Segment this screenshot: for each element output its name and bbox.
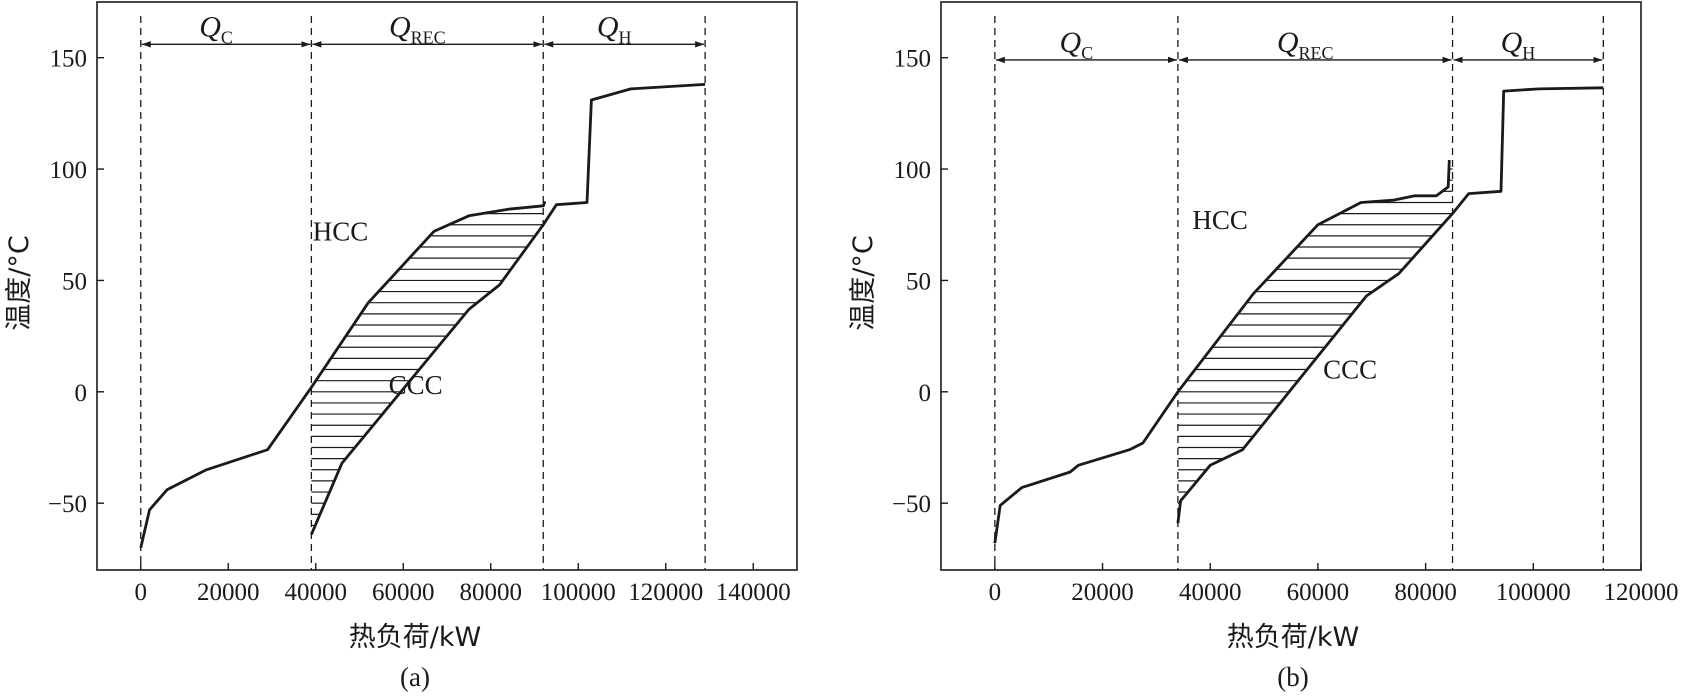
x-tick-label: 0 — [989, 579, 1002, 606]
y-tick-label: 50 — [906, 268, 931, 295]
x-tick-label: 80000 — [460, 579, 523, 606]
y-tick-label: 0 — [75, 380, 88, 407]
x-tick-label: 40000 — [285, 579, 348, 606]
y-tick-label: 100 — [894, 157, 932, 184]
region-label-sub: C — [1081, 43, 1093, 63]
x-tick-label: 20000 — [1071, 579, 1134, 606]
series-line-hcc — [993, 160, 1451, 544]
x-tick-label: 40000 — [1179, 579, 1242, 606]
y-tick-label: 150 — [50, 46, 88, 73]
series-label-hcc: HCC — [313, 216, 369, 246]
region-label-main: Q — [1060, 26, 1082, 59]
series-label-ccc: CCC — [1323, 354, 1377, 384]
x-tick-label: 100000 — [541, 579, 616, 606]
region-label: QH — [1501, 26, 1536, 63]
region-label-sub: H — [1522, 43, 1535, 63]
region-label: QC — [1060, 26, 1094, 63]
y-tick-label: 100 — [50, 157, 88, 184]
x-tick-label: 0 — [135, 579, 148, 606]
region-label-sub: C — [221, 27, 233, 47]
x-tick-label: 80000 — [1394, 579, 1457, 606]
region-label: QH — [597, 10, 632, 47]
y-axis-title: 温度/°C — [848, 235, 879, 330]
y-tick-label: 150 — [894, 46, 932, 73]
x-tick-label: 140000 — [716, 579, 791, 606]
x-tick-label: 60000 — [1287, 579, 1350, 606]
axes-frame — [940, 1, 1642, 571]
region-label-main: Q — [199, 10, 221, 43]
x-tick-label: 120000 — [1604, 579, 1679, 606]
hatch-recovery-region — [1177, 168, 1453, 504]
region-label-sub: REC — [1299, 43, 1334, 63]
panel-caption: (a) — [400, 662, 430, 692]
x-tick-label: 100000 — [1496, 579, 1571, 606]
series-label-ccc: CCC — [389, 370, 443, 400]
series-line-hcc — [139, 201, 546, 549]
axes-frame — [96, 1, 798, 571]
region-label-main: Q — [597, 10, 619, 43]
series-line-ccc — [1176, 86, 1604, 524]
series-label-hcc: HCC — [1192, 205, 1248, 235]
region-label: QC — [199, 10, 233, 47]
x-tick-label: 60000 — [372, 579, 435, 606]
y-tick-label: −50 — [892, 491, 931, 518]
series-line-ccc — [310, 83, 706, 535]
y-tick-label: 0 — [919, 380, 932, 407]
region-label-sub: H — [619, 27, 632, 47]
x-axis-title: 热负荷/kW — [1227, 622, 1359, 653]
region-label-main: Q — [1501, 26, 1523, 59]
panel-caption: (b) — [1277, 662, 1308, 692]
x-tick-label: 120000 — [628, 579, 703, 606]
x-tick-label: 20000 — [197, 579, 260, 606]
region-label-main: Q — [1277, 26, 1299, 59]
region-label-sub: REC — [411, 27, 446, 47]
y-tick-label: −50 — [48, 491, 87, 518]
region-label-main: Q — [389, 10, 411, 43]
region-label: QREC — [1277, 26, 1334, 63]
x-axis-title: 热负荷/kW — [349, 622, 481, 653]
y-tick-label: 50 — [62, 268, 87, 295]
hatch-recovery-region — [311, 213, 544, 527]
region-label: QREC — [389, 10, 446, 47]
y-axis-title: 温度/°C — [4, 235, 35, 330]
